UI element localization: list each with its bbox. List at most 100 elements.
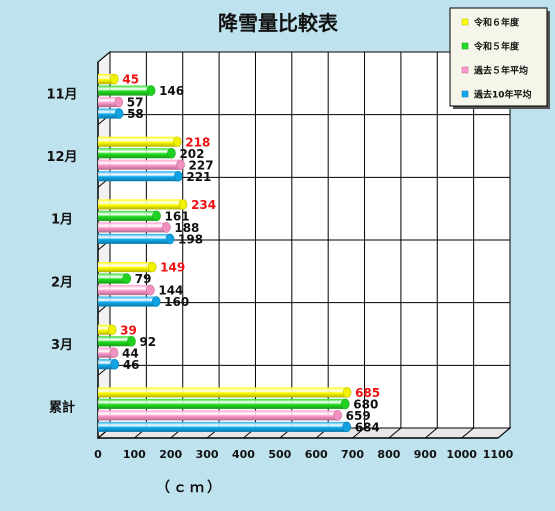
bar-value-label: 144 (158, 284, 183, 298)
bar-cap (152, 210, 161, 222)
category-side-gridline (97, 51, 111, 63)
bar (98, 410, 342, 421)
bar (98, 233, 175, 245)
bar-value-label: 57 (127, 96, 144, 110)
bar-body (98, 336, 132, 347)
bar-cap (340, 398, 350, 410)
bar-value-label: 160 (164, 295, 189, 309)
bar-value-label: 227 (189, 158, 214, 172)
legend-swatch (461, 66, 469, 74)
bar-body (98, 398, 346, 409)
bar-value-label: 234 (191, 198, 216, 212)
bar-body (98, 410, 338, 421)
bar (98, 147, 176, 159)
bar (98, 159, 185, 171)
bar-value-label: 221 (186, 170, 211, 184)
x-tick-label: 1100 (483, 448, 514, 461)
bar (98, 335, 136, 347)
legend-swatch (461, 18, 469, 26)
bar (98, 398, 350, 410)
x-floor-gridline (352, 427, 365, 439)
x-floor-gridline (424, 427, 438, 439)
bar (98, 222, 171, 233)
bar-value-label: 685 (355, 386, 380, 400)
bar-cap (114, 96, 124, 108)
legend-swatch (461, 90, 469, 98)
bar-cap (151, 296, 161, 307)
bar (98, 85, 156, 96)
bar-cap (107, 324, 117, 336)
x-axis-unit-label: （ｃｍ） (156, 480, 224, 496)
category-label: 12月 (46, 150, 77, 165)
x-tick-label: 700 (341, 448, 364, 461)
bar-body (98, 171, 179, 182)
bar-body (98, 108, 120, 119)
bar-cap (114, 108, 124, 119)
bar-value-label: 202 (179, 147, 204, 161)
bar (98, 324, 117, 336)
bar-body (98, 136, 178, 147)
bar-body (98, 74, 115, 85)
x-floor-gridline (497, 427, 511, 439)
bar (98, 96, 124, 108)
x-tick-label: 800 (377, 448, 400, 461)
bar-value-label: 188 (174, 221, 199, 235)
bar-cap (342, 387, 352, 398)
bar-body (98, 359, 115, 370)
bar-cap (110, 358, 120, 370)
bar-value-label: 659 (346, 409, 371, 423)
category-label: 2月 (51, 275, 73, 290)
bar-body (98, 273, 127, 284)
legend-swatch (461, 42, 469, 50)
category-label: 1月 (51, 213, 73, 228)
legend-entry-label: 令和６年度 (473, 17, 520, 29)
bar-body (98, 85, 152, 96)
bar-body (98, 347, 114, 358)
bar-cap (146, 85, 156, 96)
bar-value-label: 44 (122, 346, 139, 360)
category-label: 11月 (46, 87, 77, 102)
bar-cap (146, 284, 155, 296)
bar-value-label: 39 (120, 323, 137, 337)
bar-cap (174, 170, 183, 182)
bar-value-label: 198 (178, 232, 203, 246)
bar-cap (122, 273, 132, 284)
bar (98, 284, 155, 296)
x-floor-gridline (388, 427, 402, 439)
bar (98, 73, 119, 85)
bar (98, 136, 182, 148)
bar-value-label: 146 (159, 84, 184, 98)
bar-value-label: 58 (127, 107, 144, 121)
bar (98, 387, 352, 398)
bar-body (98, 262, 153, 273)
x-tick-label: 1000 (446, 448, 477, 461)
x-tick-label: 900 (414, 448, 437, 461)
bar-cap (172, 136, 182, 148)
bar (98, 296, 161, 307)
x-tick-label: 0 (94, 448, 102, 461)
x-tick-label: 100 (123, 448, 146, 461)
bar-value-label: 218 (185, 135, 210, 149)
x-tick-label: 500 (268, 448, 291, 461)
bar-body (98, 210, 157, 221)
bar-value-label: 684 (355, 420, 380, 434)
bar-cap (165, 233, 175, 245)
bar-value-label: 680 (353, 397, 378, 411)
x-floor-gridline (461, 427, 474, 439)
bar-cap (127, 335, 136, 347)
bar-cap (176, 159, 185, 171)
bar-cap (342, 421, 352, 433)
bar (98, 210, 161, 222)
bar-cap (178, 199, 188, 210)
bar-body (98, 97, 119, 108)
bar-cap (109, 347, 119, 359)
bar-body (98, 148, 172, 159)
bar-value-label: 45 (122, 73, 139, 87)
bar-cap (167, 147, 176, 159)
category-label: 3月 (51, 338, 73, 353)
bar-body (98, 233, 170, 244)
bar (98, 170, 183, 182)
bar (98, 199, 188, 210)
